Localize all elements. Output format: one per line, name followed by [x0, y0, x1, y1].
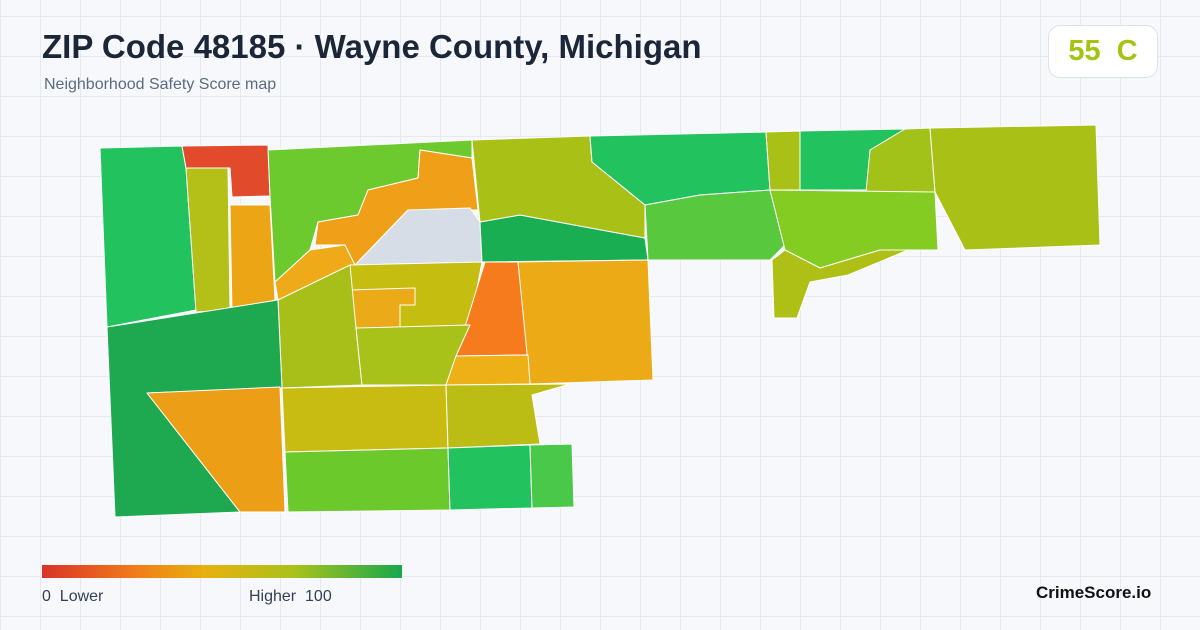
region — [529, 443, 575, 509]
region — [445, 354, 531, 386]
region — [517, 259, 654, 385]
region — [929, 124, 1101, 251]
legend-max: Higher 100 — [249, 588, 332, 606]
legend-gradient — [42, 565, 402, 578]
region — [765, 130, 801, 191]
region — [284, 447, 451, 513]
legend-max-value: 100 — [305, 588, 332, 605]
region — [771, 249, 909, 319]
title: ZIP Code 48185 · Wayne County, Michigan — [42, 28, 702, 65]
region — [146, 386, 286, 513]
legend-min: 0 Lower — [42, 588, 103, 606]
subtitle: Neighborhood Safety Score map — [44, 76, 277, 93]
region — [229, 204, 276, 313]
region — [447, 444, 533, 511]
region — [99, 145, 197, 328]
region — [445, 383, 571, 449]
score-value: 55 — [1068, 35, 1101, 67]
legend-min-value: 0 — [42, 588, 51, 605]
score-badge: 55 C — [1048, 25, 1158, 78]
region — [314, 149, 479, 266]
score-grade: C — [1116, 35, 1138, 67]
brand: CrimeScore.io — [1036, 583, 1152, 602]
legend-max-label: Higher — [249, 588, 297, 605]
legend-min-label: Lower — [59, 588, 104, 605]
region — [281, 384, 449, 453]
